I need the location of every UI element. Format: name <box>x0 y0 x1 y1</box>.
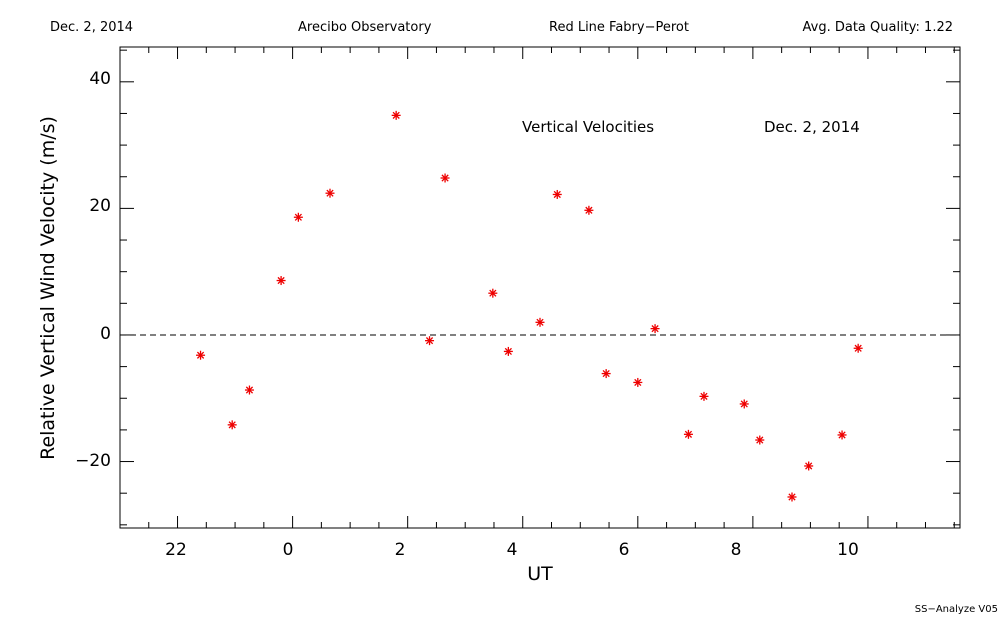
y-axis-tick-labels: −20 0 20 40 <box>75 69 111 471</box>
data-point <box>535 317 545 327</box>
annotation-date: Dec. 2, 2014 <box>764 118 860 136</box>
data-point <box>853 343 863 353</box>
y-tick-label: −20 <box>75 451 111 471</box>
data-point <box>325 188 335 198</box>
data-point <box>293 212 303 222</box>
x-axis-ticks <box>148 47 955 528</box>
data-point <box>488 288 498 298</box>
y-tick-label: 0 <box>100 324 111 344</box>
software-version: SS−Analyze V05 <box>915 604 998 615</box>
data-point <box>425 336 435 346</box>
y-tick-label: 20 <box>89 196 111 216</box>
x-tick-label: 4 <box>507 540 518 560</box>
x-tick-label: 8 <box>731 540 742 560</box>
data-point <box>755 435 765 445</box>
data-point <box>391 110 401 120</box>
header-date: Dec. 2, 2014 <box>50 20 133 35</box>
data-point <box>837 430 847 440</box>
data-point <box>650 324 660 334</box>
data-point <box>244 385 254 395</box>
plot-frame <box>119 46 961 529</box>
x-tick-label: 2 <box>395 540 406 560</box>
header-instrument: Red Line Fabry−Perot <box>549 20 689 35</box>
y-tick-label: 40 <box>89 69 111 89</box>
data-point <box>739 399 749 409</box>
data-point <box>584 205 594 215</box>
y-axis-ticks <box>120 49 960 526</box>
chart-title: Vertical Velocities <box>522 118 654 136</box>
x-axis-title: UT <box>527 563 553 585</box>
y-axis-title: Relative Vertical Wind Velocity (m/s) <box>37 116 59 460</box>
x-tick-label: 10 <box>837 540 859 560</box>
header-quality: Avg. Data Quality: 1.22 <box>803 20 953 35</box>
data-point <box>787 492 797 502</box>
data-point <box>699 391 709 401</box>
data-point <box>683 429 693 439</box>
x-tick-label: 22 <box>165 540 187 560</box>
x-axis-tick-labels: 22 0 2 4 6 8 10 <box>165 540 859 560</box>
data-point <box>552 189 562 199</box>
data-point <box>276 276 286 286</box>
data-point <box>227 420 237 430</box>
data-point <box>503 346 513 356</box>
data-point <box>440 173 450 183</box>
data-point <box>196 350 206 360</box>
data-point <box>804 461 814 471</box>
x-tick-label: 6 <box>619 540 630 560</box>
header-observatory: Arecibo Observatory <box>298 20 432 35</box>
x-tick-label: 0 <box>283 540 294 560</box>
data-points <box>196 110 863 502</box>
data-point <box>601 369 611 379</box>
data-point <box>633 377 643 387</box>
